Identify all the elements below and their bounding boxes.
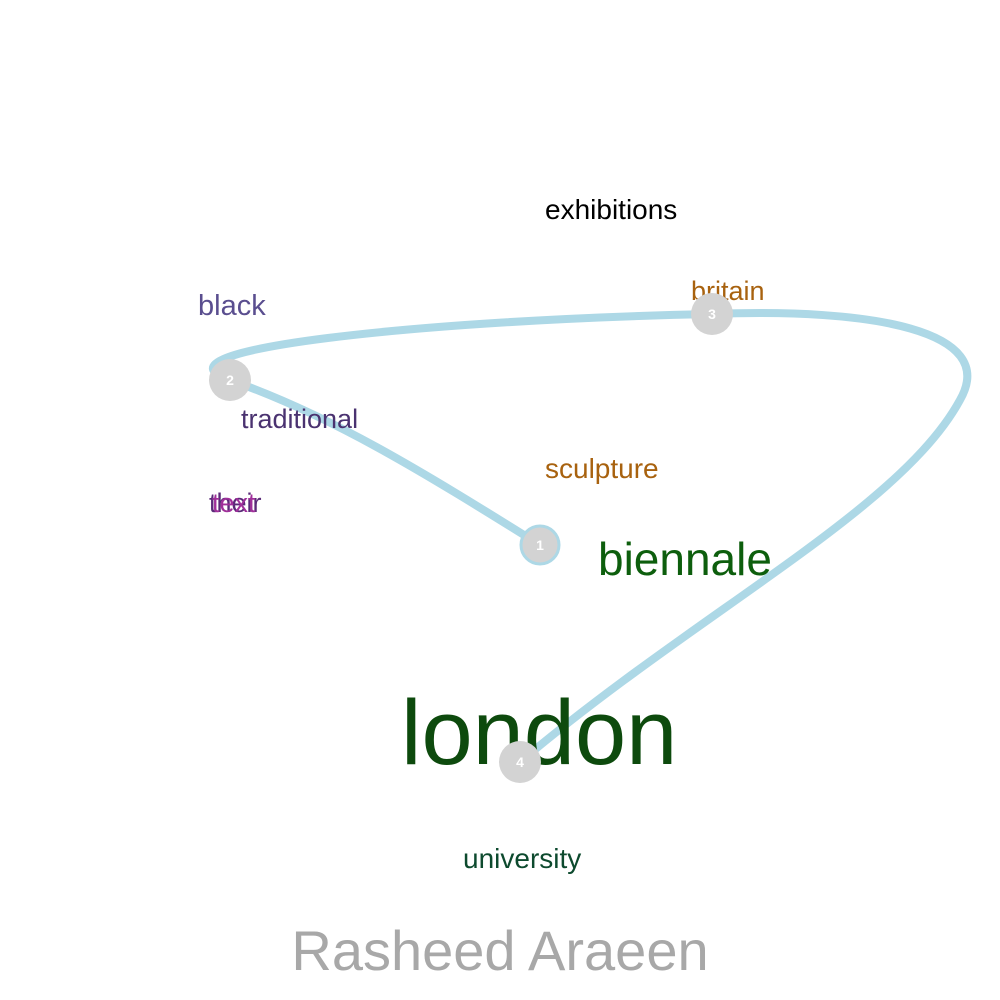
step-node-3-circle bbox=[691, 293, 733, 335]
step-label-1: 1 bbox=[536, 537, 544, 553]
word-exhibitions: exhibitions bbox=[545, 194, 677, 225]
word-their: their bbox=[209, 488, 262, 518]
step-node-4: 4 bbox=[499, 741, 541, 783]
word-text: text bbox=[212, 488, 256, 518]
word-black: black bbox=[198, 290, 266, 322]
step-node-4-circle bbox=[499, 741, 541, 783]
word-sculpture: sculpture bbox=[545, 453, 659, 484]
word-biennale: biennale bbox=[598, 533, 772, 585]
step-node-2: 2 bbox=[209, 359, 251, 401]
step-label-2: 2 bbox=[226, 372, 234, 388]
step-node-3: 3 bbox=[691, 293, 733, 335]
step-node-1-circle bbox=[519, 524, 561, 566]
step-label-4: 4 bbox=[516, 754, 524, 770]
step-node-1: 1 bbox=[519, 524, 561, 566]
map-title: Rasheed Araeen bbox=[291, 919, 708, 982]
step-node-2-circle bbox=[209, 359, 251, 401]
step-label-3: 3 bbox=[708, 306, 716, 322]
word-traditional: traditional bbox=[241, 404, 358, 434]
word-university: university bbox=[463, 843, 581, 874]
